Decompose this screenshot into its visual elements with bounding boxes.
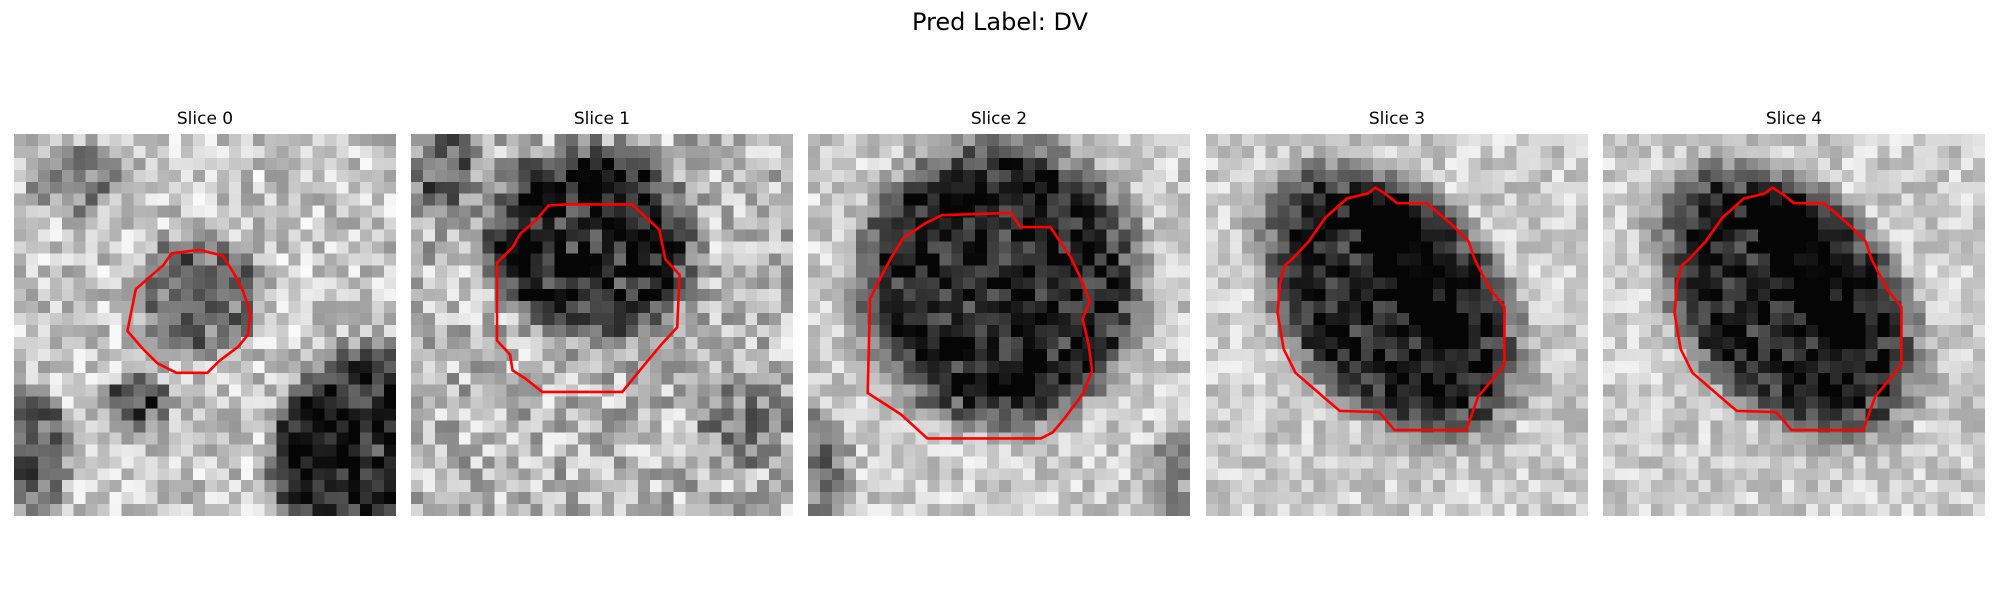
slice-title: Slice 2 (970, 109, 1028, 129)
contour-outline (495, 203, 681, 394)
slice-title: Slice 0 (176, 109, 234, 129)
slice-image (808, 134, 1190, 516)
slice-svg (1603, 134, 1985, 516)
slice-image (411, 134, 793, 516)
slice-title: Slice 3 (1368, 109, 1426, 129)
slice-title: Slice 4 (1765, 109, 1823, 129)
slice-title: Slice 1 (573, 109, 631, 129)
slice-image (1603, 134, 1985, 516)
slice-svg (14, 134, 396, 516)
slice-svg (808, 134, 1190, 516)
slice-svg (1206, 134, 1588, 516)
slice-pixels (1206, 134, 1588, 516)
contour-outline (1673, 186, 1903, 432)
slice-image (14, 134, 396, 516)
slice-pixels (14, 134, 396, 516)
slice-pixels (411, 134, 793, 516)
contour-outline (866, 211, 1094, 440)
slice-image (1206, 134, 1588, 516)
slice-svg (411, 134, 793, 516)
contour-outline (1276, 186, 1506, 432)
slice-pixels (1603, 134, 1985, 516)
figure-title: Pred Label: DV (912, 8, 1088, 36)
contour-outline (125, 248, 252, 375)
slice-pixels (808, 134, 1190, 516)
